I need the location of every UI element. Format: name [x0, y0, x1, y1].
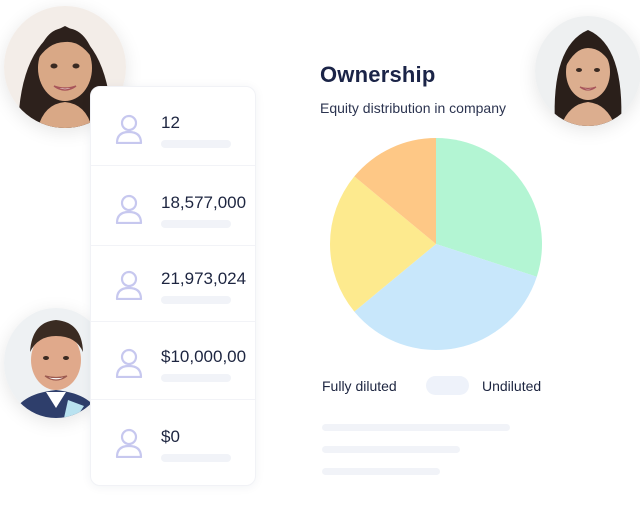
avatar-woman-top-right — [535, 16, 640, 126]
stat-placeholder-line — [161, 454, 231, 462]
placeholder-line — [322, 446, 460, 453]
user-icon — [115, 428, 143, 458]
stat-row: $10,000,00 — [91, 321, 255, 400]
placeholder-line — [322, 468, 440, 475]
stat-value: 18,577,000 — [161, 193, 247, 212]
stat-placeholder-line — [161, 140, 231, 148]
dilution-toggle[interactable] — [426, 376, 469, 395]
stat-placeholder-line — [161, 296, 231, 304]
stat-row: 12 — [91, 87, 255, 166]
pie-slice — [436, 138, 542, 277]
stat-value: $10,000,00 — [161, 347, 247, 366]
pie-slice — [354, 138, 436, 244]
ownership-pie-chart — [330, 138, 542, 350]
user-icon — [115, 270, 143, 300]
pie-slice — [330, 176, 436, 312]
stat-placeholder-line — [161, 374, 231, 382]
fully-diluted-label[interactable]: Fully diluted — [322, 378, 397, 394]
ownership-subtitle: Equity distribution in company — [320, 100, 506, 116]
user-icon — [115, 348, 143, 378]
user-icon — [115, 114, 143, 144]
undiluted-label[interactable]: Undiluted — [482, 378, 542, 394]
pie-slice — [354, 244, 537, 350]
stat-value: 21,973,024 — [161, 269, 247, 288]
stat-row: 18,577,000 — [91, 167, 255, 246]
placeholder-line — [322, 424, 510, 431]
stats-card: 12 18,577,000 21,973,024 $10,000,00 $0 — [90, 86, 256, 486]
avatar-woman-top-left — [4, 6, 126, 128]
stat-placeholder-line — [161, 220, 231, 228]
stat-value: $0 — [161, 427, 180, 446]
ownership-title: Ownership — [320, 62, 436, 87]
stat-value: 12 — [161, 113, 180, 132]
user-icon — [115, 194, 143, 224]
stat-row: $0 — [91, 401, 255, 479]
stat-row: 21,973,024 — [91, 243, 255, 322]
